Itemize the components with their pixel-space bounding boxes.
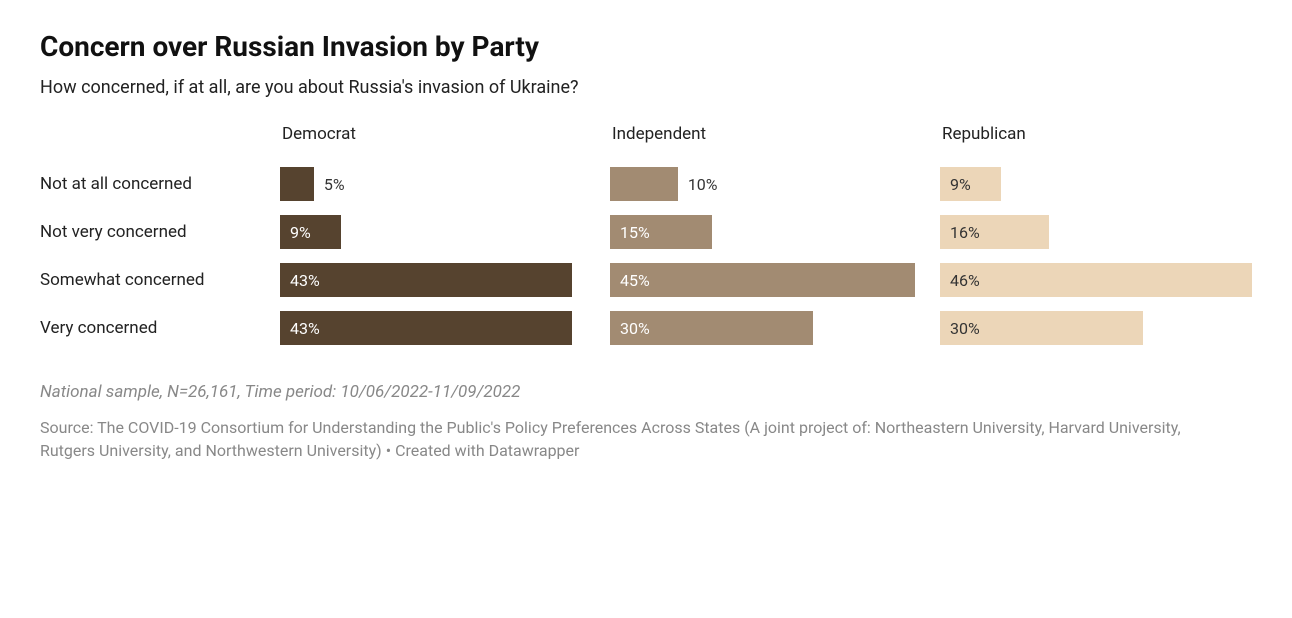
panel-democrat: Democrat 5% 9% 43% 43%	[280, 124, 592, 352]
bar-value-label: 46%	[950, 271, 980, 290]
bar-row: 9%	[280, 208, 592, 256]
bar-row: 46%	[940, 256, 1252, 304]
sample-note: National sample, N=26,161, Time period: …	[40, 382, 1252, 402]
bar: 30%	[940, 311, 1143, 345]
bar-row: 5%	[280, 160, 592, 208]
bar-row: 16%	[940, 208, 1252, 256]
bar-value-label: 15%	[620, 223, 650, 242]
bar: 30%	[610, 311, 813, 345]
category-label: Not very concerned	[40, 208, 280, 256]
bar: 15%	[610, 215, 712, 249]
panel-republican: Republican 9% 16% 46% 30%	[940, 124, 1252, 352]
bar-row: 43%	[280, 256, 592, 304]
bar: 43%	[280, 263, 572, 297]
bar-row: 10%	[610, 160, 922, 208]
category-label: Not at all concerned	[40, 160, 280, 208]
category-label: Very concerned	[40, 304, 280, 352]
bar-value-label: 10%	[688, 175, 718, 194]
bar-value-label: 9%	[950, 175, 971, 194]
bar-value-label: 43%	[290, 271, 320, 290]
chart-subtitle: How concerned, if at all, are you about …	[40, 77, 1252, 98]
bar-value-label: 5%	[324, 175, 345, 194]
panel-header: Independent	[610, 124, 922, 148]
bar: 45%	[610, 263, 915, 297]
bar: 9%	[280, 215, 341, 249]
bar-value-label: 43%	[290, 319, 320, 338]
bar-row: 30%	[940, 304, 1252, 352]
source-line: Source: The COVID-19 Consortium for Unde…	[40, 416, 1190, 462]
bar-value-label: 45%	[620, 271, 650, 290]
bar-row: 30%	[610, 304, 922, 352]
bar: 10%	[610, 167, 678, 201]
bar: 43%	[280, 311, 572, 345]
chart-title: Concern over Russian Invasion by Party	[40, 30, 1252, 63]
bar-value-label: 30%	[620, 319, 650, 338]
bar: 5%	[280, 167, 314, 201]
bar-row: 45%	[610, 256, 922, 304]
bar-value-label: 16%	[950, 223, 980, 242]
bar-row: 15%	[610, 208, 922, 256]
panels-container: Democrat 5% 9% 43% 43%	[280, 124, 1252, 352]
bar: 46%	[940, 263, 1252, 297]
bar-value-label: 30%	[950, 319, 980, 338]
bar-value-label: 9%	[290, 223, 311, 242]
category-label: Somewhat concerned	[40, 256, 280, 304]
category-labels-column: Not at all concerned Not very concerned …	[40, 124, 280, 352]
bar-row: 43%	[280, 304, 592, 352]
bar: 16%	[940, 215, 1049, 249]
bar-row: 9%	[940, 160, 1252, 208]
panel-independent: Independent 10% 15% 45% 30%	[610, 124, 922, 352]
panel-header: Republican	[940, 124, 1252, 148]
panel-header: Democrat	[280, 124, 592, 148]
chart-area: Not at all concerned Not very concerned …	[40, 124, 1252, 352]
bar: 9%	[940, 167, 1001, 201]
